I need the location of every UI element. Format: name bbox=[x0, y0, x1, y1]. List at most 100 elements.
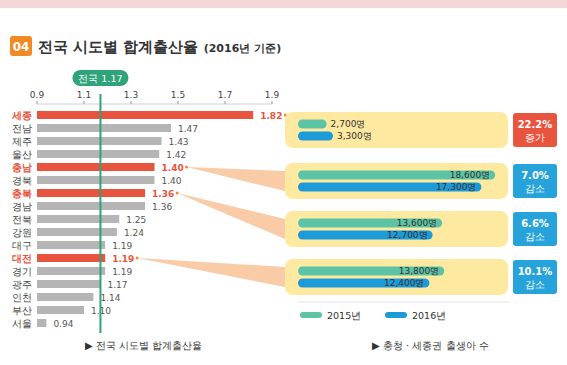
category-label: 경북 bbox=[12, 175, 32, 186]
bar bbox=[298, 279, 429, 288]
category-label: 충남 bbox=[12, 162, 32, 173]
callout-dot bbox=[185, 166, 188, 169]
change-box bbox=[513, 113, 557, 147]
bar bbox=[298, 219, 442, 228]
bar bbox=[37, 306, 84, 314]
legend-swatch bbox=[300, 312, 322, 318]
caption: ▶ 충청 · 세종권 출생아 수 bbox=[372, 340, 489, 351]
change-box bbox=[513, 260, 557, 294]
bar bbox=[37, 189, 145, 197]
category-label: 광주 bbox=[12, 279, 32, 290]
reference-label: 전국 1.17 bbox=[78, 73, 122, 84]
data-label: 3,300명 bbox=[337, 131, 372, 141]
data-label: 18,600명 bbox=[450, 170, 491, 180]
data-label: 1.36 bbox=[152, 202, 172, 212]
data-label: 1.40 bbox=[162, 163, 184, 173]
group-panel bbox=[285, 211, 508, 247]
bar bbox=[37, 111, 253, 119]
bar bbox=[298, 231, 433, 240]
reference-line bbox=[99, 94, 101, 333]
callout bbox=[187, 167, 286, 191]
data-label: 1.19 bbox=[112, 241, 132, 251]
bar bbox=[37, 215, 119, 223]
callout-dot bbox=[176, 192, 179, 195]
category-label: 부산 bbox=[12, 305, 32, 316]
category-label: 제주 bbox=[12, 136, 32, 147]
bar bbox=[37, 150, 159, 158]
bars bbox=[298, 120, 495, 288]
change-word: 감소 bbox=[525, 183, 545, 194]
bar bbox=[37, 124, 171, 132]
bar bbox=[37, 293, 93, 301]
change-word: 감소 bbox=[525, 279, 545, 290]
change-word: 감소 bbox=[525, 231, 545, 242]
change-value: 10.1% bbox=[518, 266, 553, 277]
bars bbox=[37, 111, 253, 327]
x-tick bbox=[272, 101, 273, 104]
x-tick-label: 1.9 bbox=[265, 90, 280, 100]
data-label: 1.25 bbox=[126, 215, 146, 225]
x-tick bbox=[225, 101, 226, 104]
bar bbox=[37, 137, 162, 145]
data-label: 1.14 bbox=[100, 293, 120, 303]
x-tick-label: 1.7 bbox=[218, 90, 232, 100]
title-sub: (2016년 기준) bbox=[204, 42, 282, 55]
bar bbox=[37, 280, 100, 288]
data-label: 1.43 bbox=[169, 137, 189, 147]
x-tick-label: 1.5 bbox=[171, 90, 185, 100]
section-badge bbox=[10, 36, 32, 56]
section-number: 04 bbox=[13, 40, 30, 54]
x-tick-label: 0.9 bbox=[30, 90, 45, 100]
category-label: 대전 bbox=[12, 253, 32, 264]
bar bbox=[37, 254, 105, 262]
data-label: 1.24 bbox=[124, 228, 144, 238]
category-label: 경남 bbox=[12, 201, 32, 212]
bar bbox=[298, 120, 327, 129]
callout bbox=[177, 193, 285, 239]
category-label: 강원 bbox=[12, 227, 32, 238]
group-panel bbox=[285, 163, 508, 199]
category-label: 충북 bbox=[12, 188, 32, 199]
x-axis-line bbox=[298, 302, 510, 303]
caption: ▶ 전국 시도별 합계출산율 bbox=[85, 340, 202, 351]
bar bbox=[37, 319, 46, 327]
x-tick bbox=[84, 101, 85, 104]
data-label: 1.40 bbox=[162, 176, 182, 186]
data-label: 13,600명 bbox=[397, 218, 438, 228]
group-panel bbox=[285, 259, 508, 295]
callout bbox=[137, 258, 285, 287]
bar bbox=[298, 171, 495, 180]
data-label: 1.17 bbox=[107, 280, 127, 290]
x-tick-label: 1.3 bbox=[124, 90, 138, 100]
data-label: 13,800명 bbox=[399, 266, 440, 276]
title-main: 전국 시도별 합계출산율 bbox=[38, 38, 204, 56]
top-strip bbox=[0, 0, 567, 8]
category-label: 인천 bbox=[12, 292, 32, 303]
legend-label: 2015년 bbox=[327, 310, 361, 321]
data-label: 1.19 bbox=[112, 267, 132, 277]
x-axis-line bbox=[37, 104, 272, 105]
data-labels: 2,700명3,300명18,600명17,300명13,600명12,700명… bbox=[331, 119, 491, 288]
bar bbox=[298, 267, 444, 276]
change-value: 6.6% bbox=[521, 218, 549, 229]
data-label: 1.42 bbox=[166, 150, 186, 160]
change-box bbox=[513, 212, 557, 246]
chart-canvas: 04 전국 시도별 합계출산율 (2016년 기준) 0.9 1.1 1.3 1.5 1.7… bbox=[0, 0, 567, 365]
bar bbox=[37, 241, 105, 249]
callout-dot bbox=[136, 257, 139, 260]
data-label: 1.47 bbox=[178, 124, 198, 134]
data-label: 2,700명 bbox=[331, 119, 366, 129]
data-label: 12,400명 bbox=[384, 278, 425, 288]
bar bbox=[37, 267, 105, 275]
category-label: 세종 bbox=[11, 110, 32, 121]
change-value: 22.2% bbox=[518, 119, 553, 130]
bar bbox=[37, 228, 117, 236]
data-label: 0.94 bbox=[53, 319, 73, 329]
x-tick-label: 1.1 bbox=[77, 90, 91, 100]
category-label: 전남 bbox=[12, 123, 32, 134]
change-word: 증가 bbox=[525, 132, 545, 143]
x-tick bbox=[37, 101, 38, 104]
change-box bbox=[513, 164, 557, 198]
data-label: 1.36 bbox=[152, 189, 174, 199]
category-label: 전북 bbox=[12, 214, 32, 225]
